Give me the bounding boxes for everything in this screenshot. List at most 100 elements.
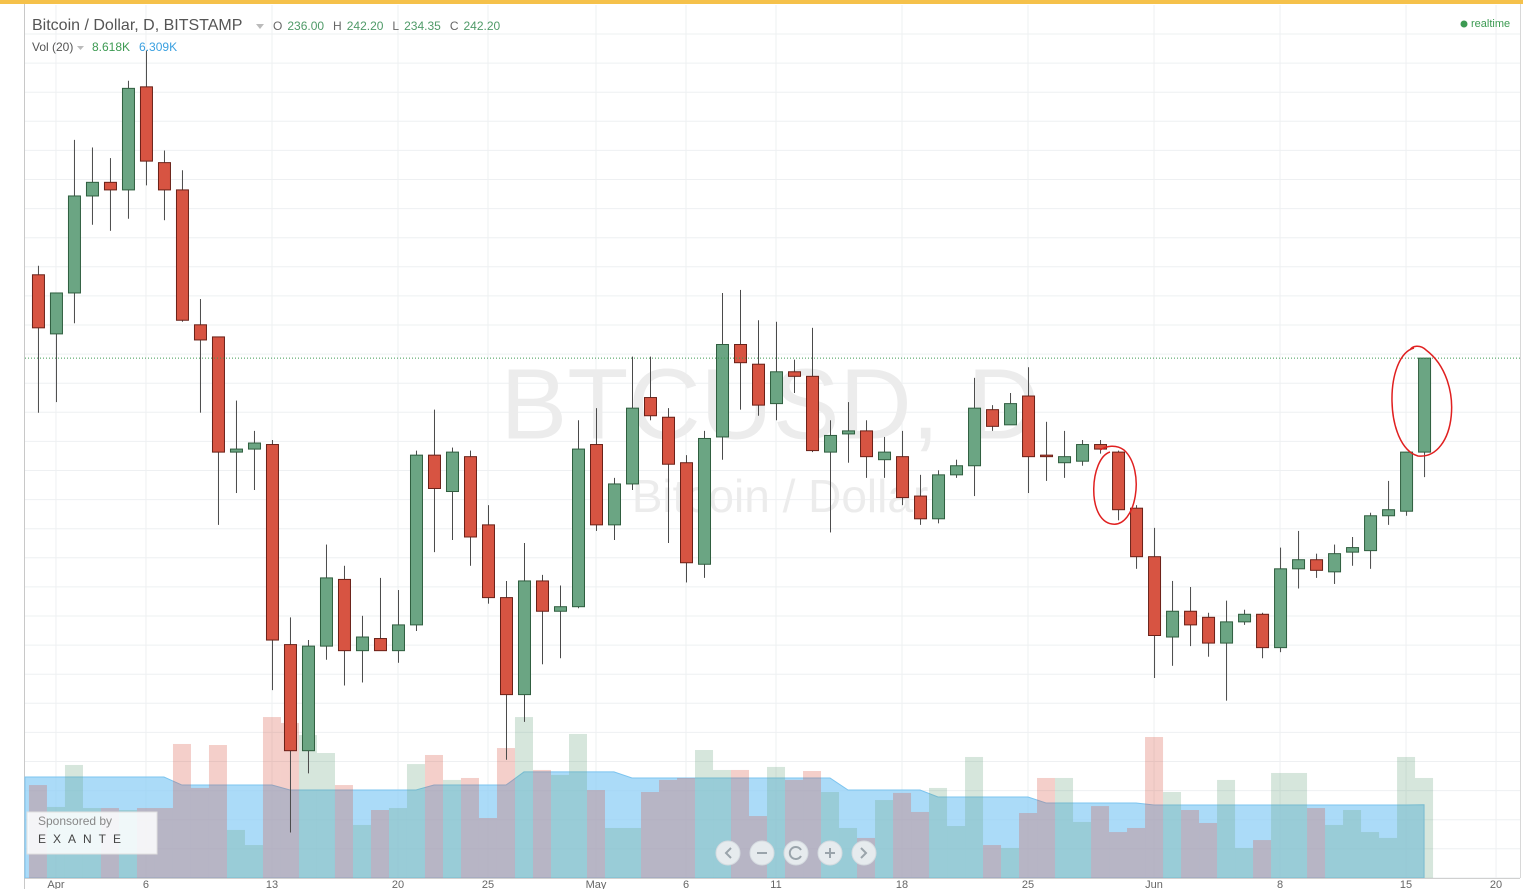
candle-body bbox=[1364, 515, 1378, 552]
candle-body bbox=[1274, 568, 1288, 649]
volume-bar bbox=[568, 733, 587, 878]
volume-bar bbox=[929, 787, 948, 878]
x-tick-label: 20 bbox=[1490, 879, 1502, 889]
candle-body bbox=[1112, 451, 1126, 511]
volume-bar bbox=[1361, 832, 1380, 878]
scroll-right-button[interactable] bbox=[851, 840, 877, 866]
candle-body bbox=[517, 580, 531, 696]
volume-bar bbox=[172, 743, 191, 878]
dropdown-arrow[interactable] bbox=[77, 46, 84, 50]
volume-bar bbox=[677, 777, 696, 878]
candle-body bbox=[680, 462, 694, 564]
candle-body bbox=[49, 292, 63, 335]
sponsor-label: Sponsored by bbox=[38, 814, 112, 828]
volume-bar bbox=[244, 845, 263, 878]
candle-body bbox=[1220, 621, 1234, 644]
x-tick-label: 15 bbox=[1400, 879, 1412, 889]
volume-legend-value: 8.618K bbox=[92, 40, 130, 54]
volume-bar bbox=[406, 764, 425, 878]
candle-body bbox=[319, 577, 333, 647]
volume-bar bbox=[208, 745, 227, 878]
candle-body bbox=[553, 606, 567, 612]
candle-body bbox=[193, 324, 207, 341]
sponsor-name: EXANTE bbox=[38, 832, 128, 846]
x-tick-label: 13 bbox=[266, 879, 278, 889]
volume-bar bbox=[1307, 808, 1326, 878]
ohlc-name: H bbox=[333, 19, 342, 33]
volume-bar bbox=[983, 845, 1002, 878]
candle-body bbox=[571, 448, 585, 608]
x-tick-label: 20 bbox=[392, 879, 404, 889]
top-bar bbox=[0, 0, 1523, 4]
reset-button[interactable] bbox=[783, 840, 809, 866]
candle-body bbox=[626, 407, 640, 485]
icon bbox=[825, 848, 835, 858]
x-tick-label: 25 bbox=[482, 879, 494, 889]
candle-body bbox=[337, 578, 351, 652]
candle-body bbox=[31, 274, 45, 329]
volume-bar bbox=[316, 753, 335, 878]
volume-bar bbox=[1037, 777, 1056, 878]
volume-bar bbox=[298, 735, 317, 878]
candle-body bbox=[806, 375, 820, 452]
sponsor-box[interactable] bbox=[26, 811, 158, 855]
x-axis: Apr 6 13 20 25 May 6 11 18 25 Jun 8 15 20 bbox=[47, 879, 1502, 889]
volume-bar bbox=[1271, 772, 1290, 878]
volume-bar bbox=[1415, 777, 1434, 878]
candle-body bbox=[698, 437, 712, 565]
volume-bar bbox=[388, 808, 407, 878]
volume-legend-name: Vol (20) bbox=[32, 40, 73, 54]
x-tick-label: 25 bbox=[1022, 879, 1034, 889]
volume-bar bbox=[1001, 847, 1020, 878]
grid bbox=[25, 5, 1520, 879]
candle-body bbox=[1400, 451, 1414, 512]
volume-bar bbox=[1325, 824, 1344, 878]
candle-body bbox=[1148, 556, 1162, 636]
candle-body bbox=[1310, 559, 1324, 571]
volume-bar bbox=[893, 792, 912, 878]
volume-bar bbox=[604, 827, 623, 878]
volume-bar bbox=[947, 826, 966, 878]
candle-body bbox=[842, 430, 856, 435]
volume-bar bbox=[1253, 840, 1272, 878]
icon bbox=[860, 847, 868, 859]
candle-body bbox=[662, 416, 676, 465]
volume-bar bbox=[1217, 779, 1236, 878]
candle-body bbox=[211, 336, 225, 453]
candle-body bbox=[1238, 613, 1252, 623]
x-tick-label: May bbox=[586, 879, 607, 889]
status-dot bbox=[1460, 20, 1468, 28]
candle-body bbox=[1346, 547, 1360, 553]
candle-body bbox=[1130, 507, 1144, 558]
candle-body bbox=[445, 451, 459, 493]
candle-body bbox=[878, 451, 892, 461]
volume-bar bbox=[803, 771, 822, 878]
x-tick-label: Jun bbox=[1145, 879, 1163, 889]
volume-bar bbox=[532, 769, 551, 878]
volume-bar bbox=[352, 824, 371, 878]
x-tick-label: 8 bbox=[1277, 879, 1283, 889]
candle-body bbox=[914, 495, 928, 520]
candle-body bbox=[1076, 444, 1090, 462]
candle-body bbox=[157, 162, 171, 191]
candle-body bbox=[301, 645, 315, 752]
candle-body bbox=[1256, 613, 1270, 649]
candle-body bbox=[463, 456, 477, 538]
candle-body bbox=[1040, 454, 1054, 458]
candle-body bbox=[103, 181, 117, 191]
candle-body bbox=[1022, 395, 1036, 458]
candle-body bbox=[1004, 403, 1018, 426]
ohlc-value: 234.35 bbox=[404, 19, 441, 33]
volume-bar bbox=[442, 779, 461, 878]
scroll-left-button[interactable] bbox=[715, 840, 741, 866]
ohlc-name: L bbox=[392, 19, 399, 33]
volume-bar bbox=[370, 809, 389, 878]
nav-buttons bbox=[715, 840, 877, 866]
volume-bar bbox=[334, 785, 353, 878]
candle-body bbox=[85, 181, 99, 197]
dropdown-arrow[interactable] bbox=[256, 24, 264, 29]
volume-bar bbox=[550, 774, 569, 878]
volume-bar bbox=[1073, 821, 1092, 878]
